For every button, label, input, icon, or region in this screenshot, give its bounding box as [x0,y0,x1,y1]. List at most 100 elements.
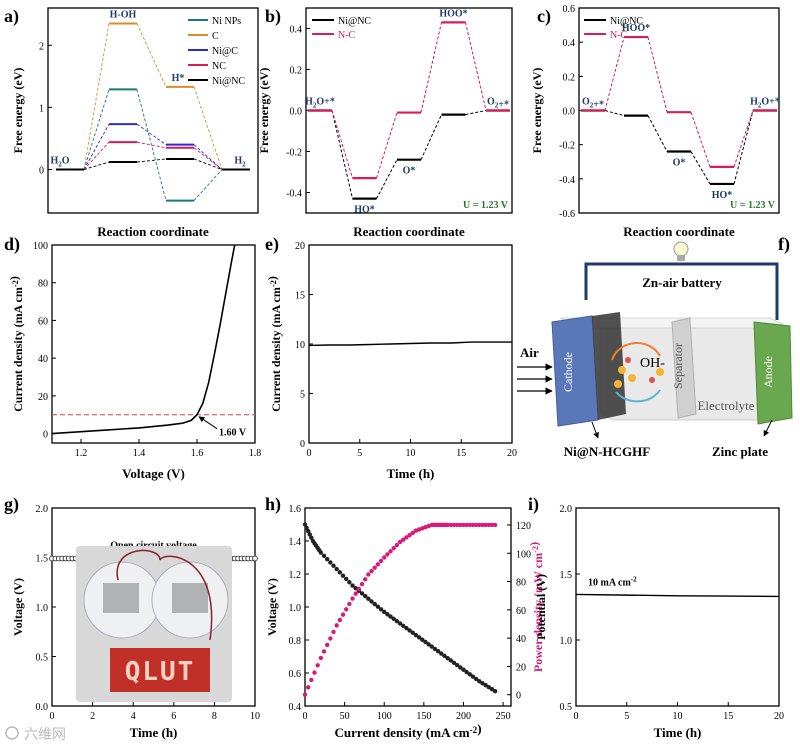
x-tick-label: 2 [90,711,95,722]
data-point [480,681,485,686]
x-tick-label: 0 [307,448,312,459]
data-point [432,646,438,652]
y-tick-label: 100 [33,241,48,252]
panel-e-chart: 0 5 10 15 20 0 5 10 15 20 Current density (mA cm-2… [265,241,517,481]
x-tick-label: 0 [50,711,55,722]
chem-sub: 2 [495,102,499,110]
catalyst-layer [592,312,626,420]
data-point [439,651,444,656]
y-tick-label: 20 [38,392,48,403]
y-tick-label: 100 [516,549,531,560]
data-point [407,628,412,633]
species-label: H-OH [110,10,137,21]
lsv-curve [51,244,236,435]
text-part: Current density (mA [334,725,453,740]
data-point [350,583,355,588]
watermark: 六维网 [5,726,66,743]
data-point [413,632,419,638]
y-tick-label: -0.4 [286,189,302,200]
led-display-text: QLUT [125,657,196,687]
chem-part: O [761,97,769,108]
data-point [489,686,495,692]
y-axis-title: Voltage (V) [265,578,279,636]
text-part: HOO* [622,23,650,34]
anode-label: Anode [761,356,775,388]
y-tick-label: 0.8 [289,636,302,647]
data-point [372,565,377,570]
text-part: +* [324,97,335,108]
current-trace [308,341,512,347]
x-tick-label: 1.4 [133,448,146,459]
transition-line [83,123,110,170]
data-point [473,676,479,682]
data-point [394,542,400,548]
ocv-point [252,555,258,562]
data-point [445,522,450,528]
y-axis-title: Free energy (eV) [11,68,25,154]
panel-letter-b: b) [265,6,281,27]
species-label: HOO* [622,23,650,34]
data-point [388,614,393,619]
y-axis-title: Current density (mA cm-2) [7,276,25,412]
transition-line [647,36,668,113]
y-tick-label: 1.0 [560,636,573,647]
y-tick-label: 1.0 [36,603,49,614]
x-tick-label: 0 [303,711,308,722]
battery-schematic: Zn-air battery OH- Cathode Separator Ano… [517,241,793,459]
data-point [492,688,498,694]
y-tick-label: -0.2 [286,148,302,159]
transition-line [83,89,110,170]
data-point [318,550,324,555]
panel-letter-c: c) [537,6,551,27]
panel-letter-g: g) [4,494,19,515]
x-tick-label: 5 [624,711,629,722]
data-point [397,621,403,626]
data-point [401,537,406,542]
data-point [467,672,472,677]
zinc-plate-label: Zinc plate [712,444,768,459]
transition-line [465,110,487,116]
y-tick-label: 0.2 [290,66,303,77]
data-point [321,553,327,559]
unit-part: cm [269,287,283,302]
text-part: O* [403,166,416,177]
annotation-label: 1.60 V [219,428,247,439]
y-axis-title: Current density (mA cm-2) [265,276,283,412]
data-point [337,617,343,623]
y-tick-label: 2.0 [36,504,49,515]
panel-letter-h: h) [265,494,281,515]
y-tick-label: 60 [38,316,48,327]
unit-part: cm [11,287,25,302]
series-ni-nc [308,109,510,200]
y-tick-label: 20 [295,241,305,252]
data-point [461,667,466,672]
device-photo: QLUT [76,546,232,702]
data-point [366,572,371,577]
text-part: +* [498,100,509,111]
species-label: H2O [50,156,69,169]
panel-d-chart: 0 20 40 60 80 100 1.2 1.4 1.6 1.8 Current density … [7,241,261,481]
data-point [388,549,393,554]
data-point [429,644,434,649]
text-part: ) [7,276,21,280]
data-point [309,677,314,683]
transition-line [376,159,398,199]
data-point [344,576,349,582]
chem-part: H [50,156,58,167]
unit-sup: -2 [631,575,637,583]
data-point [372,601,377,607]
y-tick-label: 0 [43,430,48,441]
data-point [461,522,466,528]
species-label: H2 [234,156,246,169]
transition-line [733,110,754,168]
unit-sup: -2 [531,546,540,553]
y2-axis-title: Power density (mW cm-2) [527,542,545,672]
data-point [356,586,362,592]
series-ni-nc [56,157,250,171]
y-tick-label: 0.4 [563,38,576,49]
x-tick-label: 50 [340,711,350,722]
y-tick-label: 0.6 [563,4,576,15]
data-point [426,642,431,647]
y-tick-label: 40 [516,634,526,645]
data-point [307,532,312,537]
